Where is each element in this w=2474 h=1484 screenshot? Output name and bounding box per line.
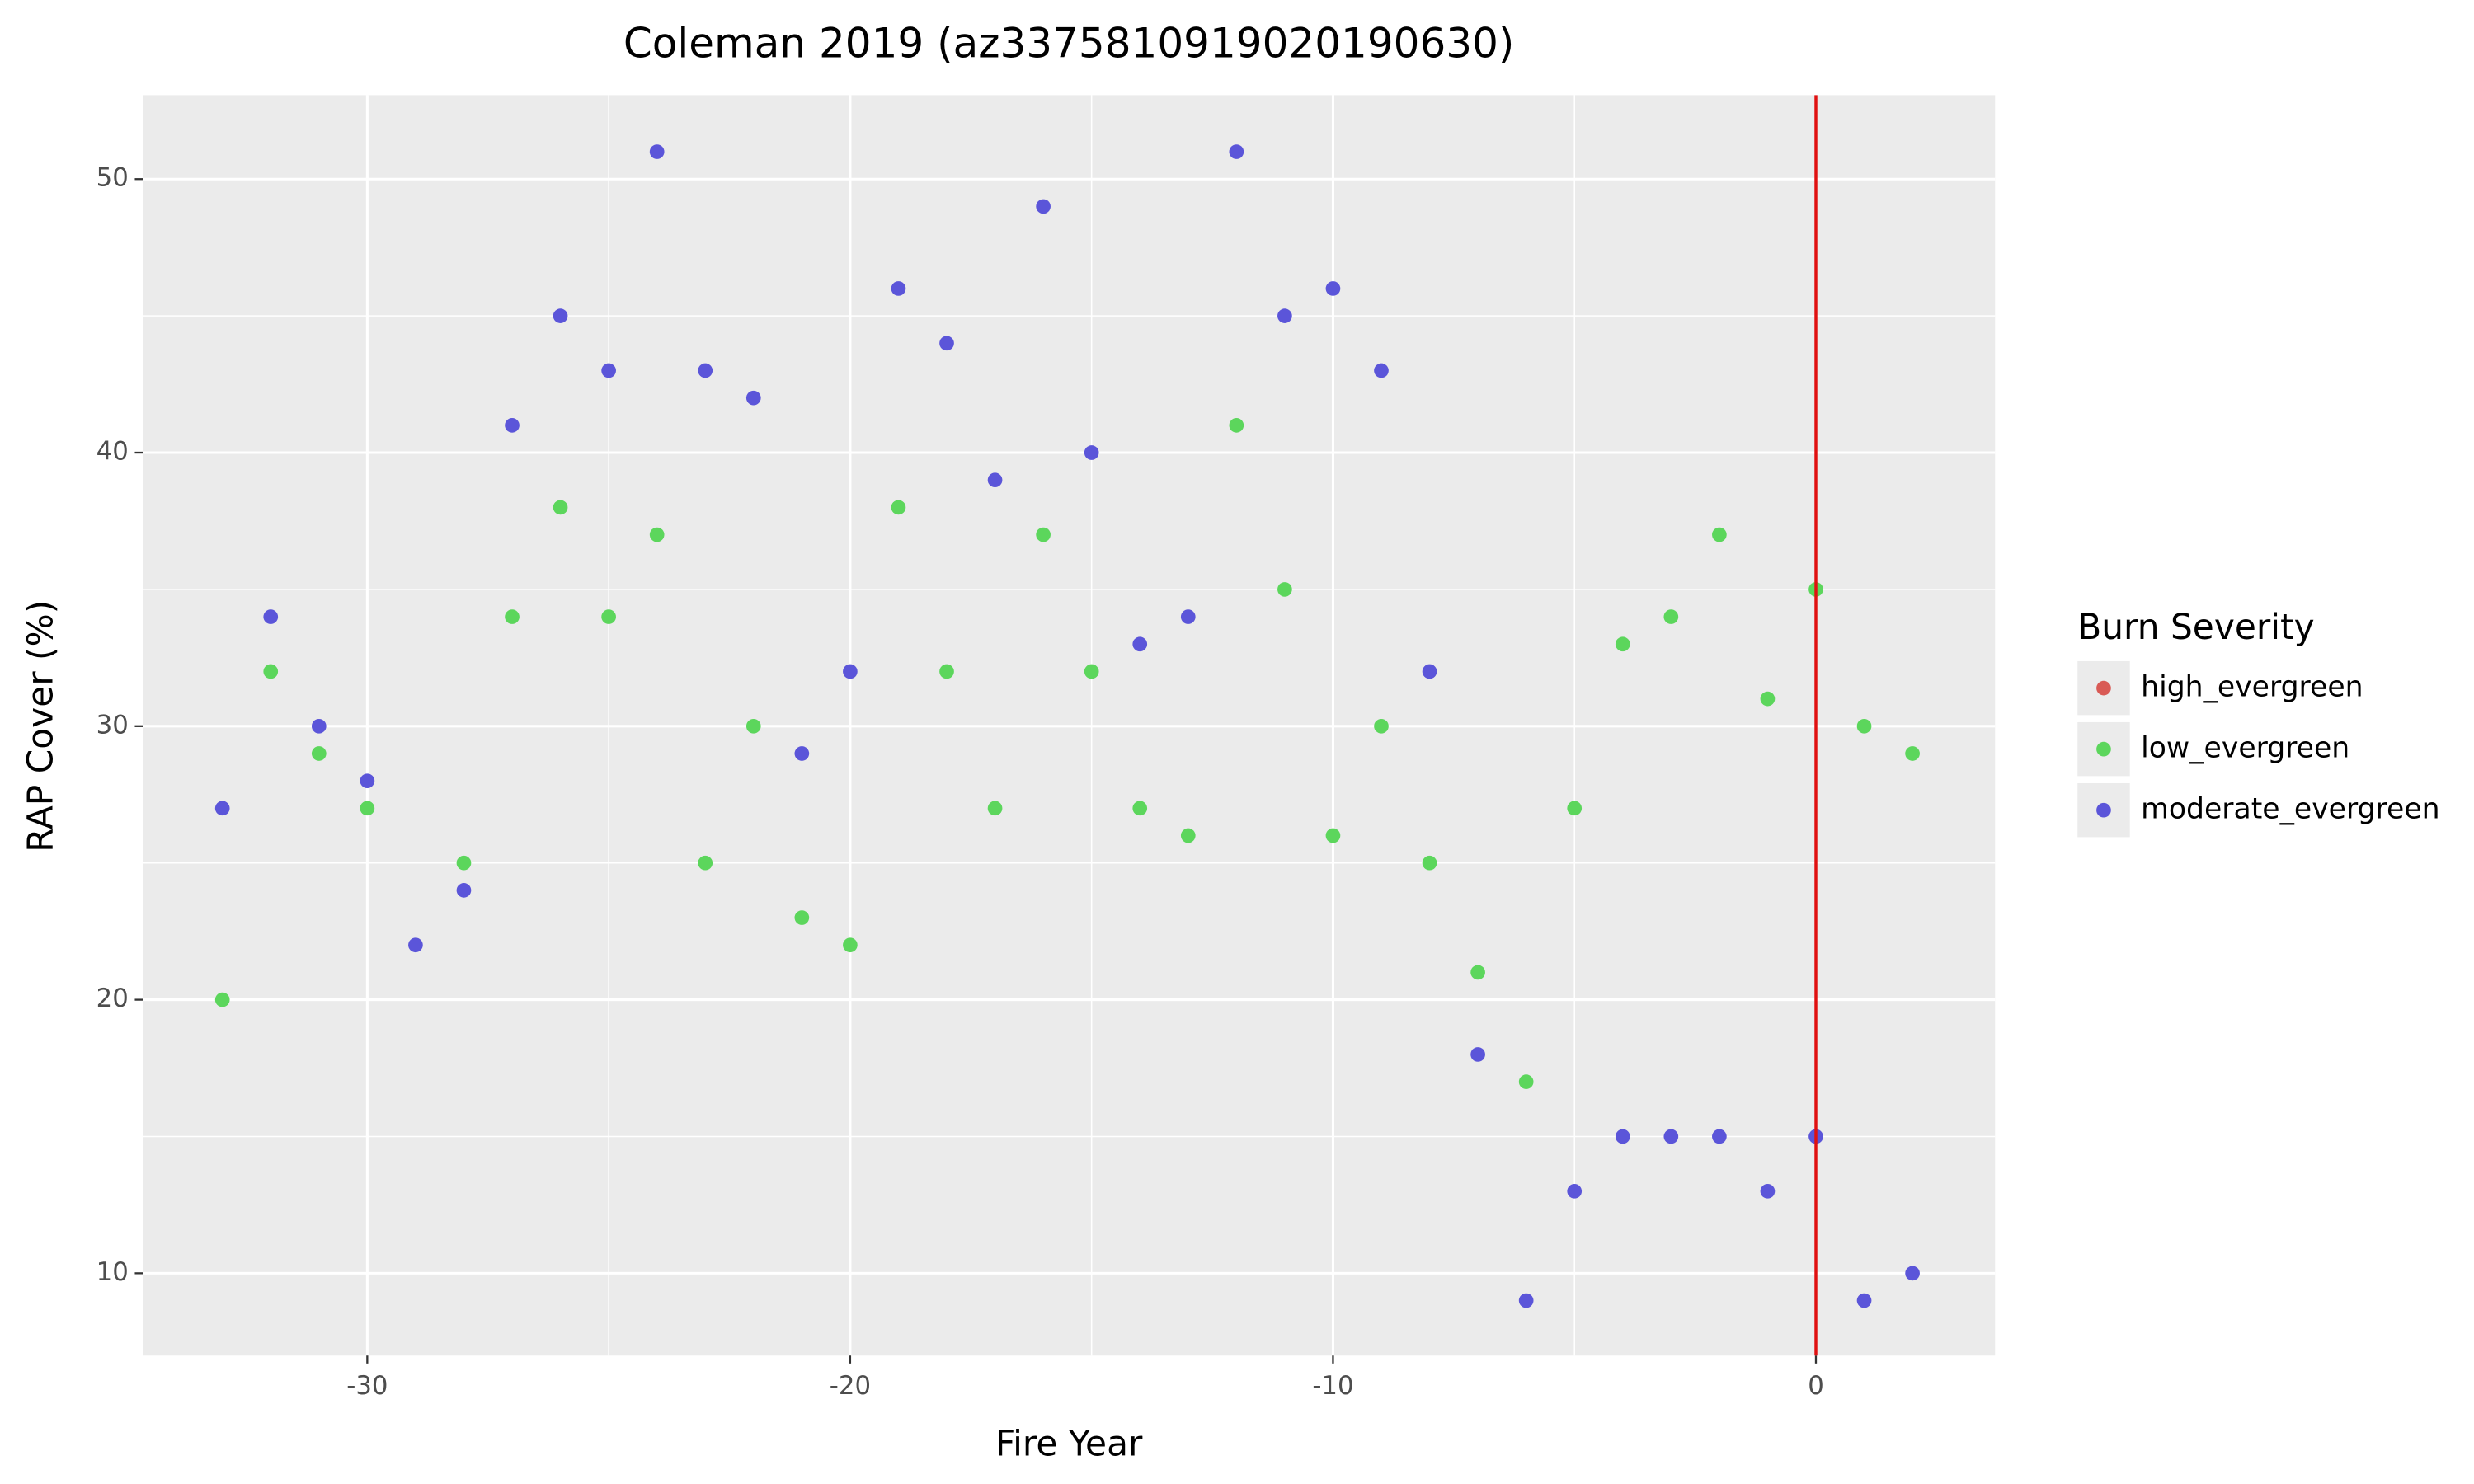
data-point	[794, 746, 810, 761]
data-point	[456, 883, 472, 898]
data-point	[649, 144, 665, 159]
data-point	[1180, 609, 1196, 624]
data-point	[1567, 801, 1583, 816]
data-point	[1132, 801, 1148, 816]
data-point	[214, 801, 230, 816]
data-point	[1374, 718, 1389, 734]
data-point	[1229, 144, 1244, 159]
data-point	[745, 718, 761, 734]
data-point	[1615, 636, 1630, 652]
data-point	[1277, 308, 1292, 323]
data-point	[891, 281, 906, 296]
data-point	[1132, 636, 1148, 652]
data-point	[601, 609, 616, 624]
data-point	[505, 609, 520, 624]
x-tick-label: -10	[1312, 1371, 1353, 1401]
data-point	[263, 609, 279, 624]
data-point	[1084, 664, 1099, 679]
data-point	[987, 472, 1003, 488]
legend-label: moderate_evergreen	[2141, 793, 2439, 826]
legend-marker	[2096, 741, 2111, 757]
legend-label: high_evergreen	[2141, 671, 2363, 704]
data-point	[553, 308, 568, 323]
y-tick-label: 20	[96, 984, 129, 1013]
data-point	[1663, 1129, 1679, 1144]
data-point	[1856, 718, 1872, 734]
data-point	[1374, 363, 1389, 378]
data-point	[1422, 855, 1437, 871]
y-tick-label: 40	[96, 437, 129, 467]
data-point	[1277, 582, 1292, 597]
y-tick-label: 50	[96, 163, 129, 193]
data-point	[987, 801, 1003, 816]
data-point	[794, 910, 810, 925]
data-point	[1663, 609, 1679, 624]
data-point	[843, 937, 858, 953]
x-tick-label: -20	[830, 1371, 871, 1401]
data-point	[311, 746, 327, 761]
data-point	[1856, 1293, 1872, 1308]
data-point	[1325, 281, 1341, 296]
data-point	[1712, 527, 1727, 542]
legend-title: Burn Severity	[2077, 607, 2314, 647]
data-point	[214, 992, 230, 1007]
data-point	[745, 390, 761, 406]
data-point	[1084, 445, 1099, 460]
x-axis-label: Fire Year	[995, 1423, 1143, 1463]
data-point	[698, 363, 713, 378]
data-point	[1325, 828, 1341, 843]
data-point	[1905, 746, 1920, 761]
data-point	[1712, 1129, 1727, 1144]
y-tick-label: 30	[96, 710, 129, 740]
data-point	[1229, 417, 1244, 433]
data-point	[1036, 527, 1051, 542]
data-point	[360, 773, 375, 789]
data-point	[601, 363, 616, 378]
y-tick-label: 10	[96, 1257, 129, 1287]
x-tick-label: 0	[1808, 1371, 1824, 1401]
data-point	[1036, 199, 1051, 214]
data-point	[1905, 1266, 1920, 1281]
data-point	[1760, 1183, 1776, 1199]
data-point	[360, 801, 375, 816]
data-point	[1615, 1129, 1630, 1144]
data-point	[649, 527, 665, 542]
legend-marker	[2096, 802, 2111, 818]
data-point	[505, 417, 520, 433]
data-point	[1518, 1074, 1534, 1089]
data-point	[1567, 1183, 1583, 1199]
data-point	[1760, 691, 1776, 707]
data-point	[1518, 1293, 1534, 1308]
legend-label: low_evergreen	[2141, 732, 2349, 765]
data-point	[311, 718, 327, 734]
data-point	[456, 855, 472, 871]
x-tick-label: -30	[346, 1371, 388, 1401]
data-point	[843, 664, 858, 679]
data-point	[553, 500, 568, 515]
data-point	[1422, 664, 1437, 679]
y-axis-label: RAP Cover (%)	[20, 600, 60, 852]
data-point	[939, 664, 954, 679]
data-point	[939, 336, 954, 351]
data-point	[1470, 965, 1485, 980]
data-point	[1180, 828, 1196, 843]
chart-title: Coleman 2019 (az3375810919020190630)	[623, 19, 1515, 67]
data-point	[698, 855, 713, 871]
data-point	[891, 500, 906, 515]
data-point	[1470, 1047, 1485, 1062]
data-point	[263, 664, 279, 679]
legend-marker	[2096, 680, 2111, 696]
data-point	[408, 937, 423, 953]
